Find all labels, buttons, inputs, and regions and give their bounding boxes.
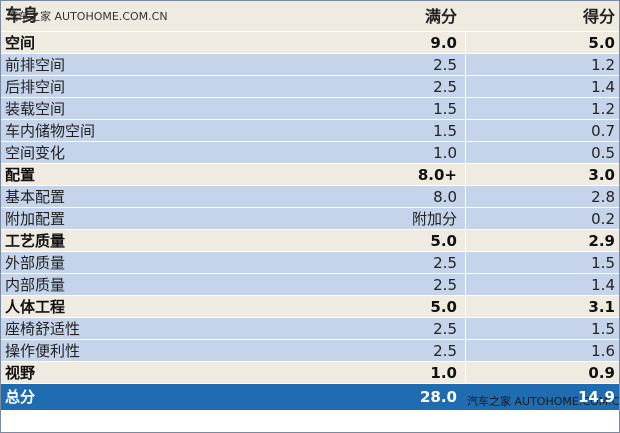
row-item-name: 配置 <box>5 166 36 184</box>
watermark-bottom: 汽车之家 AUTOHOME.COM.CN <box>467 395 620 408</box>
column-divider <box>465 230 466 251</box>
row-full-score: 2.5 <box>433 56 457 74</box>
column-divider <box>465 32 466 53</box>
row-score: 1.4 <box>591 276 615 294</box>
column-divider <box>465 208 466 229</box>
row-item-name: 空间变化 <box>5 144 66 162</box>
row-full-score: 5.0 <box>430 232 457 250</box>
column-divider <box>465 362 466 383</box>
column-divider <box>465 142 466 163</box>
row-item-name: 座椅舒适性 <box>5 320 81 338</box>
row-item-name: 装载空间 <box>5 100 66 118</box>
row-full-score: 2.5 <box>433 276 457 294</box>
row-item-name: 空间 <box>5 34 36 52</box>
row-full-score: 9.0 <box>430 34 457 52</box>
row-score: 1.5 <box>591 320 615 338</box>
column-divider <box>465 186 466 207</box>
table-row: 前排空间 2.5 1.2 <box>1 54 619 76</box>
row-full-score: 1.5 <box>433 100 457 118</box>
row-score: 0.7 <box>591 122 615 140</box>
row-full-score: 2.5 <box>433 320 457 338</box>
table-row: 空间变化 1.0 0.5 <box>1 142 619 164</box>
row-item-name: 基本配置 <box>5 188 66 206</box>
row-item-name: 视野 <box>5 364 36 382</box>
row-item-name: 前排空间 <box>5 56 66 74</box>
table-row: 车内储物空间 1.5 0.7 <box>1 120 619 142</box>
table-row: 操作便利性 2.5 1.6 <box>1 340 619 362</box>
row-score: 5.0 <box>588 34 615 52</box>
row-score: 0.2 <box>591 210 615 228</box>
category-row: 空间 9.0 5.0 <box>1 32 619 54</box>
header-item-label: 车身 <box>5 6 39 26</box>
row-item-name: 人体工程 <box>5 298 66 316</box>
row-score: 1.4 <box>591 78 615 96</box>
row-item-name: 外部质量 <box>5 254 66 272</box>
row-full-score: 1.0 <box>433 144 457 162</box>
row-full-score: 2.5 <box>433 342 457 360</box>
row-full-score: 1.5 <box>433 122 457 140</box>
column-divider <box>465 252 466 273</box>
column-divider <box>465 98 466 119</box>
column-divider <box>465 318 466 339</box>
row-item-name: 附加配置 <box>5 210 66 228</box>
row-item-name: 车内储物空间 <box>5 122 96 140</box>
row-full-score: 8.0 <box>433 188 457 206</box>
table-row: 内部质量 2.5 1.4 <box>1 274 619 296</box>
row-score: 3.1 <box>588 298 615 316</box>
header-full-score-label: 满分 <box>424 7 457 26</box>
column-divider <box>465 54 466 75</box>
table-row: 装载空间 1.5 1.2 <box>1 98 619 120</box>
row-item-name: 工艺质量 <box>5 232 66 250</box>
row-score: 0.9 <box>588 364 615 382</box>
category-row: 人体工程 5.0 3.1 <box>1 296 619 318</box>
category-row: 视野 1.0 0.9 <box>1 362 619 384</box>
row-score: 2.8 <box>591 188 615 206</box>
table-row: 基本配置 8.0 2.8 <box>1 186 619 208</box>
table-row: 后排空间 2.5 1.4 <box>1 76 619 98</box>
row-score: 3.0 <box>588 166 615 184</box>
row-score: 1.5 <box>591 254 615 272</box>
row-score: 1.2 <box>591 100 615 118</box>
row-item-name: 操作便利性 <box>5 342 81 360</box>
table-header: 车身 汽车之家 AUTOHOME.COM.CN 满分 得分 <box>1 1 619 32</box>
row-full-score: 8.0+ <box>417 166 457 184</box>
table-footer-total: 总分 28.0 汽车之家 AUTOHOME.COM.CN 14.9 <box>1 384 620 410</box>
table-body: 空间 9.0 5.0 前排空间 2.5 1.2 后排空间 2.5 1.4 装载空间 1.5 1.2 车内… <box>1 32 619 384</box>
row-score: 2.9 <box>588 232 615 250</box>
category-row: 工艺质量 5.0 2.9 <box>1 230 619 252</box>
column-divider <box>465 76 466 97</box>
row-score: 1.2 <box>591 56 615 74</box>
column-divider <box>465 164 466 185</box>
row-item-name: 后排空间 <box>5 78 66 96</box>
row-item-name: 内部质量 <box>5 276 66 294</box>
total-score: 14.9 <box>577 388 615 406</box>
column-divider <box>465 296 466 317</box>
total-label: 总分 <box>5 388 36 406</box>
row-full-score: 1.0 <box>430 364 457 382</box>
row-full-score: 2.5 <box>433 254 457 272</box>
table-row: 附加配置 附加分 0.2 <box>1 208 619 230</box>
header-score-label: 得分 <box>582 7 615 26</box>
row-full-score: 5.0 <box>430 298 457 316</box>
row-full-score: 附加分 <box>411 210 457 228</box>
table-row: 外部质量 2.5 1.5 <box>1 252 619 274</box>
row-full-score: 2.5 <box>433 78 457 96</box>
watermark-top: 汽车之家 AUTOHOME.COM.CN <box>7 10 168 23</box>
table-row: 座椅舒适性 2.5 1.5 <box>1 318 619 340</box>
column-divider <box>465 274 466 295</box>
category-row: 配置 8.0+ 3.0 <box>1 164 619 186</box>
total-full-score: 28.0 <box>419 388 457 406</box>
column-divider <box>465 340 466 361</box>
row-score: 1.6 <box>591 342 615 360</box>
column-divider <box>465 120 466 141</box>
row-score: 0.5 <box>591 144 615 162</box>
